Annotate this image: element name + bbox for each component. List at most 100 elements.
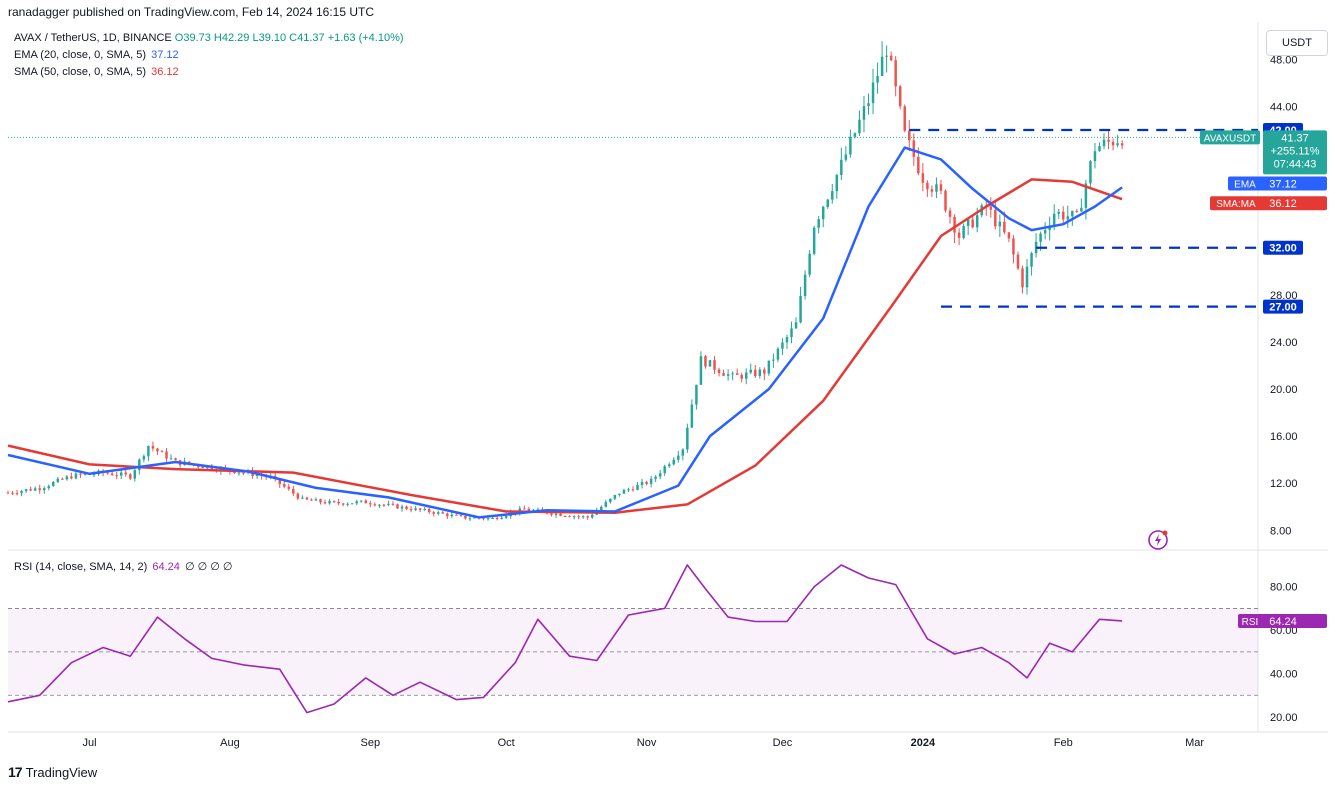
candle [1075, 208, 1079, 213]
symbol-tag [1200, 130, 1260, 145]
price-tick-label: 48.00 [1270, 54, 1298, 66]
candle [944, 189, 947, 213]
candle-body [169, 458, 173, 460]
price-tick-label: 24.00 [1270, 337, 1298, 349]
sma-tag-label: SMA:MA [1216, 199, 1256, 210]
price-tag-line: +255.11% [1270, 145, 1319, 157]
tradingview-logo[interactable]: 17 TradingView [8, 764, 97, 780]
candle-body [962, 225, 965, 238]
candle [33, 486, 37, 492]
candle [52, 480, 55, 487]
candle [423, 507, 426, 511]
candle-body [418, 508, 422, 510]
candle-body [649, 478, 653, 484]
candle [319, 498, 322, 505]
candle-body [83, 473, 87, 475]
candle [812, 225, 816, 256]
candle-body [713, 360, 716, 370]
rsi-legend: RSI (14, close, SMA, 14, 2) 64.24 ∅ ∅ ∅ … [14, 560, 232, 574]
candle-body [328, 501, 331, 504]
candle [803, 270, 807, 300]
candle [695, 384, 698, 410]
candle [1089, 159, 1092, 188]
price-tick-label: 12.00 [1270, 478, 1298, 490]
candle-body [640, 481, 644, 485]
candle-body [826, 199, 829, 207]
candle-body [609, 498, 612, 503]
candle-body [61, 478, 64, 480]
time-tick-label: Sep [361, 737, 381, 749]
candle-body [332, 501, 336, 503]
candle-body [735, 373, 739, 375]
candle-body [110, 473, 114, 476]
candle-body [880, 56, 884, 77]
candle [174, 457, 177, 461]
rsi-tick-label: 40.00 [1270, 669, 1298, 681]
candle-body [536, 509, 540, 511]
candle [455, 513, 458, 516]
candle-body [754, 369, 757, 376]
candle [898, 84, 902, 110]
candle [296, 492, 300, 501]
candle-body [495, 517, 499, 520]
candle-body [450, 514, 454, 517]
candle-body [346, 503, 349, 505]
candle-body [613, 495, 617, 499]
candle-body [142, 456, 146, 460]
candle [373, 502, 377, 507]
candle-body [618, 493, 621, 496]
candle-body [119, 472, 123, 476]
candle [287, 483, 291, 491]
candle-body [781, 342, 784, 349]
candle [677, 450, 680, 463]
candle [42, 486, 46, 494]
candle [754, 365, 757, 378]
candle-body [1107, 139, 1110, 142]
price-chart[interactable]: 8.0012.0016.0020.0024.0028.0032.0036.004… [0, 0, 1336, 760]
candle [65, 475, 69, 481]
publisher-line: ranadagger published on TradingView.com,… [8, 5, 375, 19]
candle-body [554, 513, 558, 515]
candle [885, 45, 888, 73]
candle [844, 146, 848, 162]
candle [749, 363, 752, 375]
candle [409, 506, 413, 513]
price-tick-label: 44.00 [1270, 101, 1298, 113]
ema-legend-value: 37.12 [151, 49, 179, 61]
candle-body [160, 451, 164, 453]
alert-icon[interactable] [1148, 530, 1168, 550]
candle [563, 515, 567, 518]
candle [391, 501, 395, 506]
candle [903, 104, 906, 133]
candle [799, 286, 802, 324]
candle [794, 317, 798, 329]
candle [400, 504, 404, 512]
candle [464, 515, 467, 520]
candle-body [1025, 266, 1029, 288]
currency-button[interactable]: USDT [1266, 30, 1328, 56]
candle [672, 457, 676, 466]
candle-body [550, 513, 553, 515]
price-tag [1263, 130, 1327, 175]
candle-body [283, 484, 286, 487]
candle-body [799, 295, 802, 323]
candle-body [577, 516, 580, 518]
candle [382, 503, 386, 507]
candle [572, 515, 576, 520]
candle [124, 469, 127, 477]
candle [1102, 133, 1106, 150]
candle-body [994, 209, 997, 227]
candle [722, 369, 725, 377]
price-tick-label: 20.00 [1270, 384, 1298, 396]
candle-body [1084, 183, 1088, 208]
candle [341, 502, 345, 507]
candle [849, 129, 852, 158]
candle [640, 478, 644, 489]
candle-body [898, 86, 902, 107]
candle-body [572, 516, 576, 518]
indicator-lines [7, 146, 1123, 714]
candle [953, 214, 956, 244]
candle-body [310, 499, 313, 501]
candle [568, 515, 571, 518]
candle-body [563, 515, 567, 517]
